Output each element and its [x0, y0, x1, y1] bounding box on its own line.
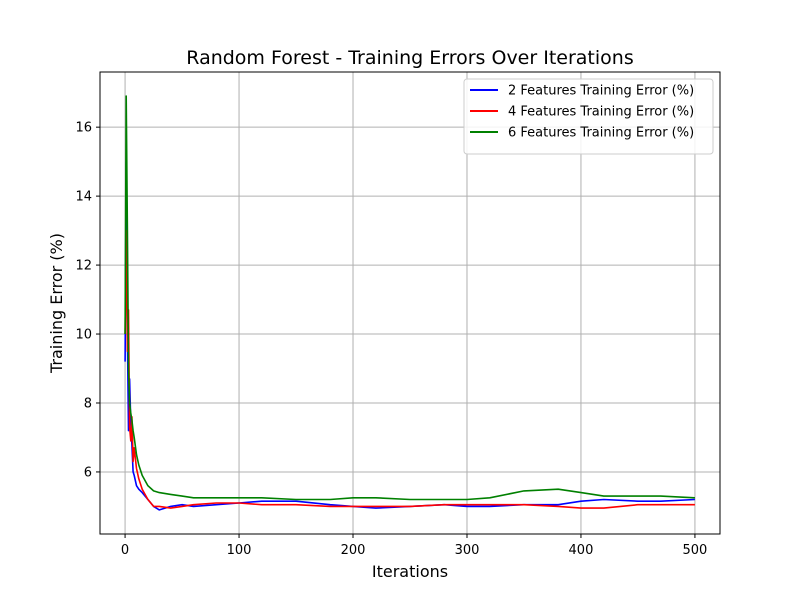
- legend-label: 2 Features Training Error (%): [508, 84, 694, 99]
- x-tick-label: 400: [569, 543, 594, 558]
- x-tick-label: 100: [227, 543, 252, 558]
- y-tick-label: 14: [75, 190, 92, 205]
- legend-box: [463, 78, 714, 155]
- x-tick-label: 500: [683, 543, 708, 558]
- y-tick-label: 10: [75, 328, 92, 343]
- series-lines: [124, 95, 695, 511]
- y-tick-label: 6: [84, 465, 92, 480]
- series-line-1: [124, 160, 695, 511]
- chart-title: Random Forest - Training Errors Over Ite…: [186, 47, 633, 69]
- legend-label: 4 Features Training Error (%): [508, 105, 694, 120]
- legend-label: 6 Features Training Error (%): [508, 126, 694, 141]
- x-axis-title: Iterations: [372, 562, 448, 581]
- legend: 2 Features Training Error (%) 4 Features …: [463, 78, 714, 155]
- series-line-2: [124, 229, 695, 509]
- x-tick-label: 300: [455, 543, 480, 558]
- y-axis-title: Training Error (%): [47, 233, 66, 374]
- x-tick-label: 0: [121, 543, 129, 558]
- y-tick-label: 12: [75, 259, 92, 274]
- y-tick-label: 16: [75, 121, 92, 136]
- plot-frame: [99, 71, 721, 535]
- y-tick-label: 8: [84, 396, 92, 411]
- x-tick-label: 200: [341, 543, 366, 558]
- series-line-3: [124, 95, 695, 501]
- axis-ticks: 0 100 200 300 400 500 6 8 10 12 14 16: [75, 121, 707, 558]
